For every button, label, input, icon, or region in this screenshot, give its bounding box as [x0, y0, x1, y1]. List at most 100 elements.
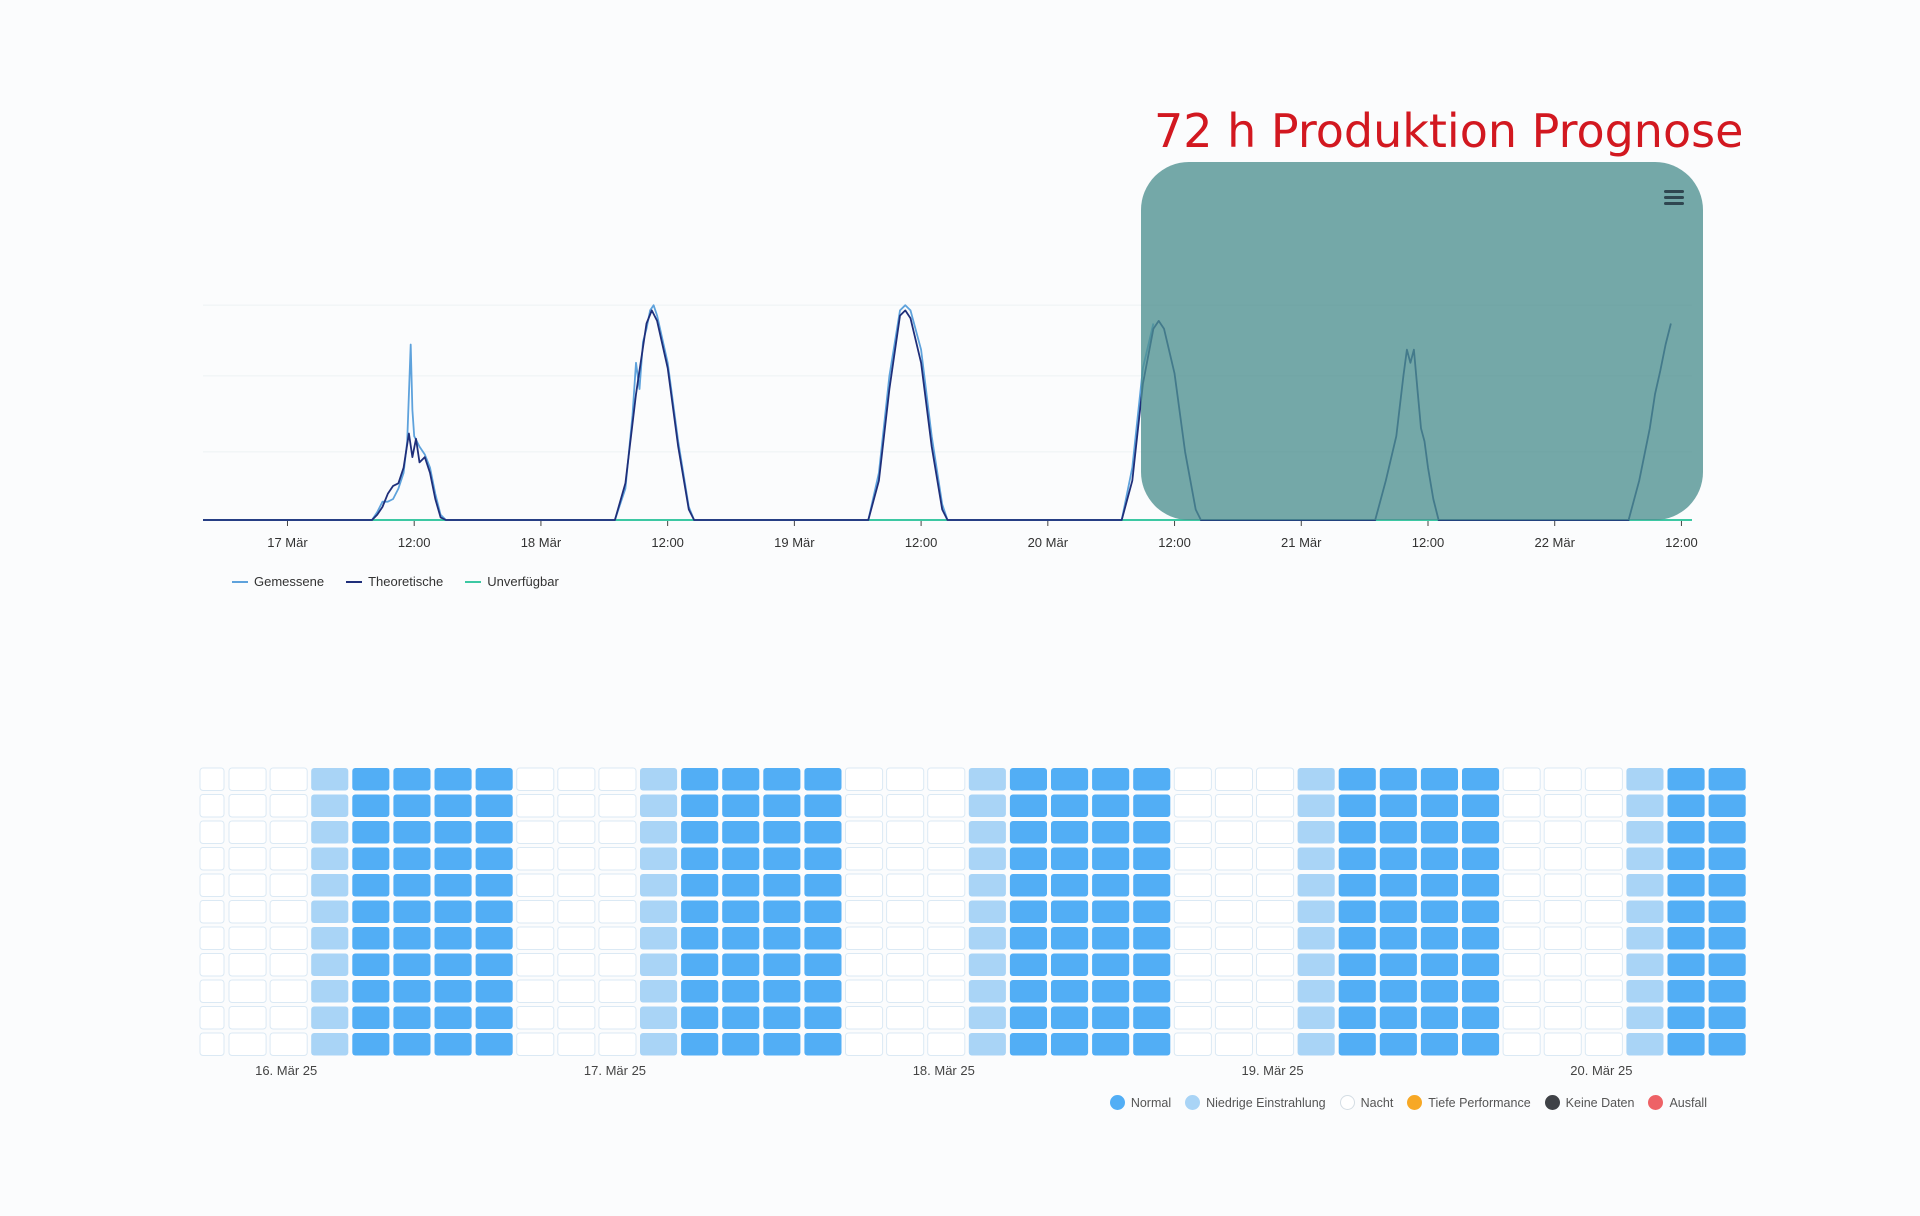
heatmap-cell-nacht [557, 900, 596, 924]
heatmap-cell-normal [1708, 1006, 1746, 1029]
heatmap-cell-nacht [1584, 979, 1623, 1003]
heatmap-cell-normal [1338, 768, 1376, 791]
heatmap-cell-niedrige [968, 1033, 1006, 1056]
heatmap-cell-normal [763, 953, 801, 976]
heatmap-cell-normal [434, 794, 472, 817]
heatmap-cell-nacht [516, 820, 555, 844]
heatmap-cell-nacht [1584, 794, 1623, 818]
legend-item-theoretische[interactable]: Theoretische [346, 574, 443, 589]
heatmap-cell-normal [1667, 768, 1705, 791]
heatmap-cell-normal [1420, 874, 1458, 897]
heatmap-cell-normal [804, 927, 842, 950]
heatmap-cell-nacht [927, 767, 966, 791]
heatmap-cell-normal [434, 768, 472, 791]
heatmap-cell-nacht [927, 900, 966, 924]
heatmap-legend-nacht[interactable]: Nacht [1339, 1095, 1393, 1110]
heatmap-cell-nacht [927, 794, 966, 818]
heatmap-date-label-4: 20. Mär 25 [1570, 1063, 1632, 1078]
heatmap-cell-nacht [886, 1032, 925, 1056]
heatmap-cell-nacht [927, 926, 966, 950]
heatmap-cell-nacht [1543, 767, 1582, 791]
heatmap-cell-normal [1708, 768, 1746, 791]
heatmap-cell-normal [1133, 847, 1171, 870]
heatmap-cell-normal [1092, 847, 1130, 870]
heatmap-cell-niedrige [968, 821, 1006, 844]
heatmap-cell-normal [1133, 980, 1171, 1003]
legend-item-unverfuegbar[interactable]: Unverfügbar [465, 574, 559, 589]
heatmap-cell-normal [434, 1033, 472, 1056]
heatmap-cell-niedrige [311, 847, 349, 870]
heatmap-cell-nacht [1502, 926, 1541, 950]
heatmap-cell-niedrige [1297, 927, 1335, 950]
heatmap-cell-nacht [598, 767, 637, 791]
heatmap-cell-normal [804, 821, 842, 844]
heatmap-cell-nacht [1256, 820, 1295, 844]
heatmap-cell-nacht [886, 794, 925, 818]
heatmap-cell-normal [1133, 900, 1171, 923]
heatmap-cell-normal [1338, 953, 1376, 976]
x-tick-label-7: 12:00 [1158, 535, 1191, 550]
heatmap-cell-niedrige [1297, 980, 1335, 1003]
heatmap-cell-nacht [269, 1032, 308, 1056]
heatmap-cell-normal [763, 794, 801, 817]
heatmap-cell-normal [1092, 900, 1130, 923]
legend-dot [1109, 1095, 1125, 1110]
heatmap-cell-nacht [557, 1006, 596, 1030]
heatmap-cell-edge [199, 767, 225, 791]
heatmap-cell-niedrige [968, 847, 1006, 870]
heatmap-cell-normal [722, 821, 760, 844]
heatmap-legend-tiefe[interactable]: Tiefe Performance [1407, 1095, 1531, 1110]
heatmap-cell-nacht [1584, 847, 1623, 871]
heatmap-cell-niedrige [1297, 821, 1335, 844]
heatmap-cell-edge [199, 1032, 225, 1056]
x-tick-label-8: 21 Mär [1281, 535, 1322, 550]
heatmap-cell-normal [804, 900, 842, 923]
heatmap-cell-nacht [1584, 953, 1623, 977]
heatmap-cell-nacht [1256, 979, 1295, 1003]
heatmap-cell-niedrige [1297, 794, 1335, 817]
heatmap-cell-normal [722, 900, 760, 923]
heatmap-cell-normal [1667, 874, 1705, 897]
heatmap-legend-niedrige[interactable]: Niedrige Einstrahlung [1185, 1095, 1326, 1110]
heatmap-cell-nacht [1256, 953, 1295, 977]
x-tick-label-9: 12:00 [1412, 535, 1445, 550]
heatmap-legend-normal[interactable]: Normal [1109, 1095, 1171, 1110]
heatmap-cell-niedrige [1626, 1006, 1664, 1029]
heatmap-cell-normal [1420, 1033, 1458, 1056]
heatmap-cell-nacht [1584, 873, 1623, 897]
heatmap-cell-nacht [598, 953, 637, 977]
heatmap-cell-nacht [228, 873, 267, 897]
heatmap-cell-normal [1708, 980, 1746, 1003]
heatmap-cell-normal [1708, 847, 1746, 870]
heatmap-cell-nacht [1543, 847, 1582, 871]
heatmap-cell-normal [681, 927, 719, 950]
heatmap-legend-ausfall[interactable]: Ausfall [1648, 1095, 1707, 1110]
heatmap-cell-nacht [1502, 900, 1541, 924]
heatmap-legend-keine[interactable]: Keine Daten [1544, 1095, 1634, 1110]
legend-swatch [232, 580, 248, 583]
x-tick-label-6: 20 Mär [1028, 535, 1069, 550]
heatmap-cell-normal [1051, 1006, 1089, 1029]
heatmap-cell-nacht [927, 873, 966, 897]
heatmap-cell-nacht [1584, 900, 1623, 924]
heatmap-cell-normal [804, 874, 842, 897]
heatmap-cell-nacht [1502, 1006, 1541, 1030]
heatmap-cell-niedrige [311, 1006, 349, 1029]
heatmap-cell-normal [352, 768, 390, 791]
chart-menu-icon[interactable] [1664, 190, 1684, 206]
heatmap-cell-nacht [1173, 794, 1212, 818]
heatmap-cell-normal [1420, 821, 1458, 844]
legend-dot [1407, 1095, 1423, 1110]
x-tick-label-3: 12:00 [651, 535, 684, 550]
heatmap-cell-normal [1133, 1006, 1171, 1029]
heatmap-cell-nacht [598, 1006, 637, 1030]
heatmap-cell-niedrige [1297, 953, 1335, 976]
heatmap-cell-normal [475, 821, 513, 844]
heatmap-cell-normal [1338, 794, 1376, 817]
heatmap-cell-normal [1667, 953, 1705, 976]
heatmap-cell-normal [393, 847, 431, 870]
legend-item-gemessene[interactable]: Gemessene [232, 574, 324, 589]
heatmap-cell-nacht [516, 847, 555, 871]
heatmap-cell-nacht [557, 767, 596, 791]
heatmap-cell-nacht [1584, 926, 1623, 950]
